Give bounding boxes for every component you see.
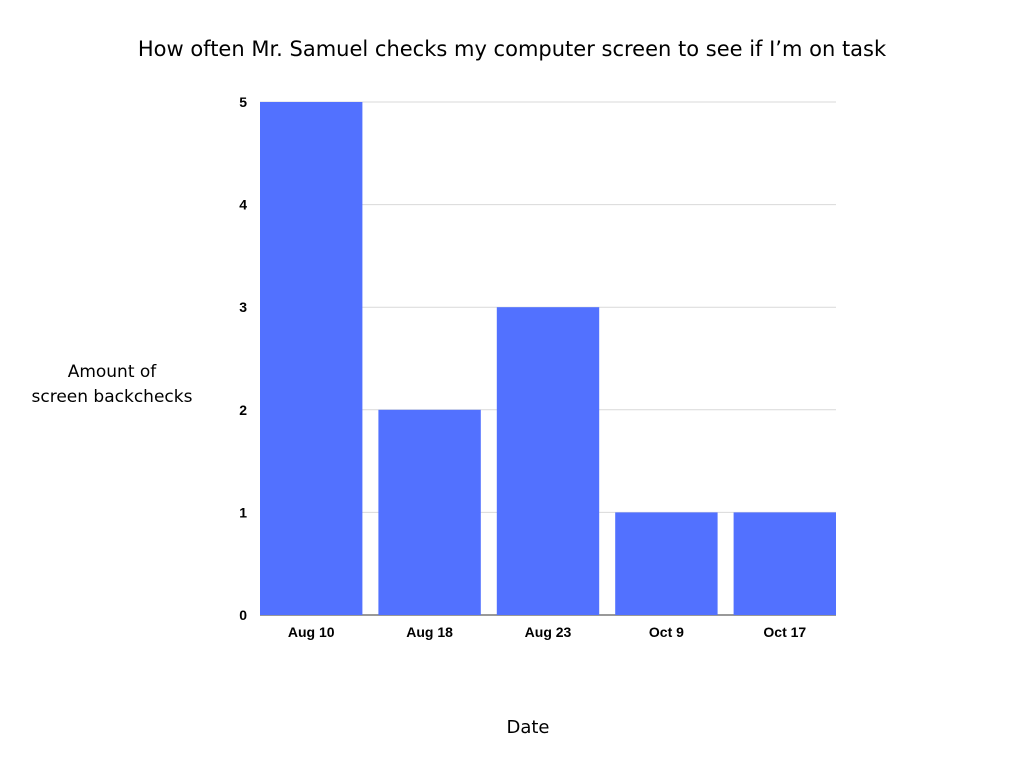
y-tick-labels: 0 1 2 3 4 5 xyxy=(239,94,247,623)
x-tick-labels: Aug 10 Aug 18 Aug 23 Oct 9 Oct 17 xyxy=(288,624,807,640)
x-tick-label: Aug 23 xyxy=(525,624,572,640)
x-tick-label: Aug 18 xyxy=(406,624,453,640)
bar-aug-18 xyxy=(378,409,481,615)
y-tick-label: 4 xyxy=(239,197,247,213)
y-tick-label: 5 xyxy=(239,94,247,110)
y-axis-title-line-2: screen backchecks xyxy=(31,387,193,407)
x-tick-label: Oct 17 xyxy=(763,624,806,640)
bar-oct-9 xyxy=(615,512,718,615)
y-tick-label: 3 xyxy=(239,299,247,315)
chart-title: How often Mr. Samuel checks my computer … xyxy=(137,37,887,61)
y-axis-title: Amount of screen backchecks xyxy=(12,360,212,410)
x-tick-label: Aug 10 xyxy=(288,624,335,640)
bar-aug-23 xyxy=(496,307,600,615)
x-axis-title: Date xyxy=(506,717,550,738)
y-axis-title-line-1: Amount of xyxy=(67,362,157,382)
y-tick-label: 0 xyxy=(239,607,247,623)
bars xyxy=(260,102,836,615)
y-tick-label: 2 xyxy=(239,402,247,418)
bar-oct-17 xyxy=(733,512,836,615)
y-tick-label: 1 xyxy=(239,504,247,520)
bar-aug-10 xyxy=(260,102,363,615)
x-tick-label: Oct 9 xyxy=(649,624,684,640)
